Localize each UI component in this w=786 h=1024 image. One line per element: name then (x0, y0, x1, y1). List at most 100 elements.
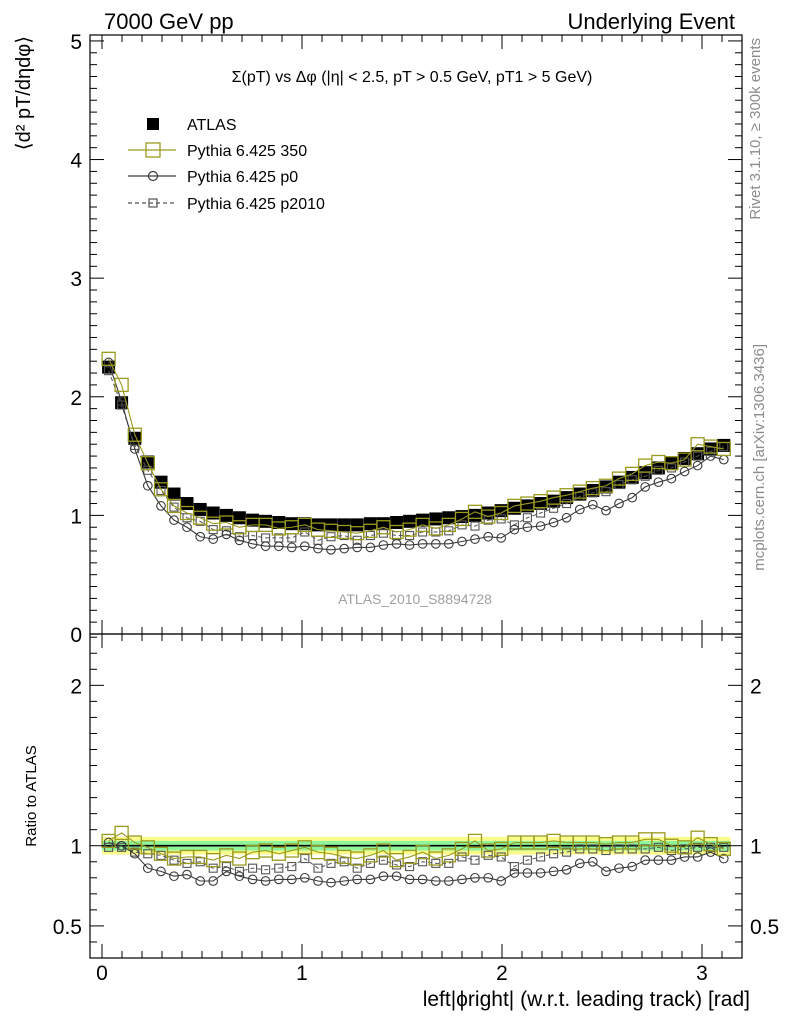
atlas-point (246, 513, 260, 527)
ratio-p0-point (535, 868, 546, 878)
p0-point (496, 533, 507, 543)
header-right: Underlying Event (567, 9, 735, 34)
p0-point (653, 477, 664, 488)
p0-point (142, 480, 153, 491)
p0-point (156, 501, 166, 511)
p0-point (129, 444, 140, 454)
ratio-ytick-label-right: 2 (750, 675, 762, 698)
p0-point (574, 504, 585, 515)
ratio-p0-point (653, 855, 664, 866)
p0-point (404, 540, 415, 550)
p0-point (391, 539, 402, 549)
p350-point (101, 351, 116, 366)
ratio-p0-point (116, 840, 127, 851)
x-axis-label: left|ϕright| (w.r.t. leading track) [rad… (423, 988, 750, 1011)
ratio-p0-point (548, 866, 559, 877)
ratio-p0-point (182, 869, 192, 880)
p0-line (108, 362, 724, 551)
ratio-p350-point (716, 841, 731, 857)
ratio-p2010-point (378, 855, 388, 865)
ratio-marks (101, 825, 731, 888)
legend-atlas-label: ATLAS (187, 117, 237, 134)
ratio-p0-point (627, 861, 638, 872)
p0-point (247, 539, 258, 549)
legend-p0-label: Pythia 6.425 p0 (187, 169, 298, 186)
ratio-p350-point (677, 840, 692, 855)
p0-point (365, 542, 376, 553)
main-ytick-label: 1 (70, 505, 82, 528)
main-ylabel: ⟨d² pT/dηdφ⟩ (13, 36, 35, 150)
p350-point (625, 466, 640, 482)
ratio-p2010-point (444, 858, 454, 868)
ratio-p2010-point (300, 854, 310, 864)
p2010-point (470, 521, 480, 531)
p0-point (587, 499, 598, 510)
p0-point (378, 540, 389, 550)
ratio-p0-point (509, 868, 520, 878)
p0-point (430, 539, 441, 549)
ratio-p0-point (365, 874, 376, 885)
p0-point (339, 543, 350, 554)
p0-point (195, 531, 206, 542)
p2010-point (169, 502, 179, 512)
main-axes: 0 1 2 3 4 5 (70, 31, 743, 647)
ratio-p0-point (705, 847, 716, 857)
ratio-p2010-point (483, 850, 493, 860)
ratio-p350-point (114, 825, 129, 841)
p0-point (116, 396, 127, 407)
ratio-p0-point (142, 863, 153, 874)
p2010-point (365, 531, 375, 541)
p2010-point (522, 513, 532, 523)
ratio-p0-point (483, 872, 494, 883)
ratio-p2010-point (287, 862, 297, 872)
p350-point (677, 452, 692, 467)
ratio-ytick-label-left: 1 (70, 836, 82, 859)
ratio-p0-point (574, 858, 585, 869)
p0-point (299, 541, 310, 552)
legend-p350-label: Pythia 6.425 350 (187, 143, 307, 160)
ratio-p2010-point (405, 862, 415, 872)
main-title: Σ(pT) vs Δφ (|η| < 2.5, pT > 0.5 GeV, pT… (232, 69, 593, 86)
x-tick-label: 1 (296, 962, 308, 985)
ratio-p0-point (195, 876, 206, 886)
main-marks (101, 351, 731, 555)
ratio-p0-point (417, 874, 428, 885)
ratio-p350-point (467, 833, 483, 849)
p0-point (457, 536, 467, 547)
ratio-p0-point (522, 868, 533, 878)
p2010-point (693, 451, 703, 461)
ratio-p0-point (457, 874, 467, 885)
ratio-p2010-point (392, 860, 402, 870)
legend: ATLAS Pythia 6.425 350 Pythia 6.425 p0 P… (128, 117, 325, 213)
p2010-point (536, 508, 546, 518)
p0-point (273, 541, 284, 552)
legend-atlas-marker (147, 118, 159, 130)
mcplots-label: mcplots.cern.ch [arXiv:1306.3436] (751, 344, 768, 571)
legend-p2010-marker (148, 198, 158, 208)
ratio-ytick-label-left: 2 (70, 675, 82, 698)
p0-point (313, 543, 323, 554)
ratio-p350-point (454, 841, 470, 857)
atlas-point (350, 518, 364, 532)
ratio-p2010-point (169, 855, 179, 865)
p350-point (114, 377, 129, 393)
atlas-point (167, 487, 181, 501)
p2010-point (653, 465, 663, 475)
legend-p2010-label: Pythia 6.425 p2010 (187, 196, 325, 213)
p0-point (417, 539, 428, 549)
p0-point (535, 521, 546, 531)
ratio-p2010-point (706, 842, 716, 852)
p0-point (483, 531, 494, 542)
ratio-p0-point (430, 876, 441, 886)
ratio-ytick-label-left: 0.5 (53, 916, 82, 939)
ratio-p0-point (286, 874, 297, 885)
ratio-p2010-point (666, 845, 676, 856)
ratio-p2010-point (640, 844, 650, 854)
ratio-axes: 0.5 0.5 1 1 2 2 0 1 2 3 (53, 633, 779, 985)
ratio-p2010-point (470, 855, 480, 865)
ratio-p0-point (470, 872, 480, 883)
p0-point (260, 541, 271, 552)
main-ytick-label: 3 (70, 268, 82, 291)
ratio-p2010-point (549, 849, 559, 859)
